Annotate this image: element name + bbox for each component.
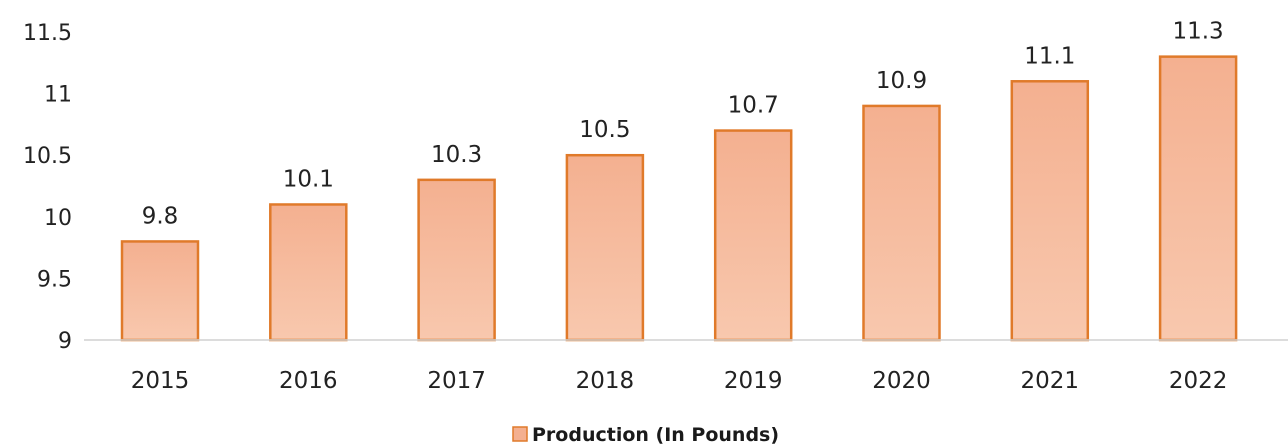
y-tick-label: 11: [44, 83, 72, 108]
bar: [417, 178, 496, 342]
data-label: 11.3: [1172, 19, 1223, 45]
data-label: 10.9: [876, 68, 927, 94]
x-tick-label: 2015: [131, 368, 190, 394]
bar: [120, 240, 200, 342]
bar: [862, 104, 941, 342]
data-label: 11.1: [1024, 43, 1075, 69]
legend-label: Production (In Pounds): [532, 424, 779, 445]
y-tick-label: 10.5: [23, 144, 72, 169]
legend: Production (In Pounds): [512, 424, 779, 445]
data-label: 10.7: [728, 93, 779, 119]
bar: [713, 129, 793, 342]
y-tick-label: 9: [58, 329, 72, 354]
y-tick-label: 10: [44, 206, 72, 231]
legend-swatch: [512, 426, 528, 442]
bars-group: [120, 55, 1238, 342]
x-tick-label: 2017: [427, 368, 486, 394]
data-label: 10.3: [431, 142, 482, 168]
x-tick-label: 2019: [724, 368, 783, 394]
data-label: 9.8: [142, 203, 179, 229]
x-tick-label: 2022: [1169, 368, 1228, 394]
x-tick-label: 2020: [872, 368, 931, 394]
x-axis: 2015 2016 2017 2018 2019 2020 2021 2022: [131, 368, 1228, 394]
y-axis: 9 9.5 10 10.5 11 11.5: [23, 21, 72, 354]
data-labels-group: 9.8 10.1 10.3 10.5 10.7 10.9 11.1 11.3: [142, 19, 1224, 230]
x-tick-label: 2016: [279, 368, 338, 394]
bar: [565, 153, 645, 342]
x-tick-label: 2018: [576, 368, 635, 394]
y-tick-label: 9.5: [37, 267, 72, 292]
bar: [1010, 80, 1090, 342]
data-label: 10.1: [283, 166, 334, 192]
data-label: 10.5: [579, 117, 630, 143]
x-tick-label: 2021: [1021, 368, 1080, 394]
bar: [1158, 55, 1238, 342]
bar: [269, 203, 348, 342]
y-tick-label: 11.5: [23, 21, 72, 46]
